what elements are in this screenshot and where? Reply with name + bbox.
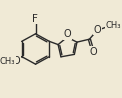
Text: F: F [32,14,38,24]
Text: CH₃: CH₃ [0,57,15,65]
Text: CH₃: CH₃ [106,21,122,30]
Text: O: O [94,25,102,35]
Text: O: O [13,55,20,66]
Text: O: O [64,29,71,39]
Text: O: O [90,47,97,57]
